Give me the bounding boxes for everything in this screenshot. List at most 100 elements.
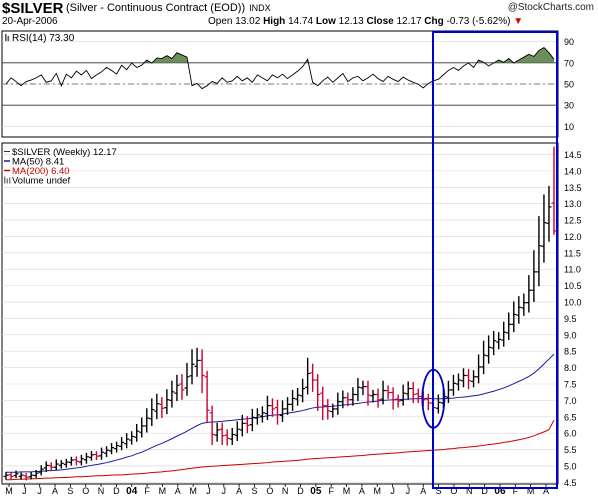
ohlc-bar-up bbox=[63, 458, 69, 468]
quote-date: 20-Apr-2006 bbox=[2, 16, 58, 27]
ohlc-bar-up bbox=[214, 422, 220, 442]
x-tick-label: 06 bbox=[494, 486, 506, 497]
x-tick-label: D bbox=[113, 486, 120, 496]
ohlc-bar-up bbox=[481, 340, 487, 375]
price-tick-label: 7.5 bbox=[564, 379, 577, 389]
ohlc-bar-up bbox=[18, 472, 24, 480]
ohlc-bar-up bbox=[290, 389, 296, 411]
x-tick-label: D bbox=[297, 486, 304, 496]
ohlc-bar-up bbox=[295, 387, 301, 406]
high-label: High bbox=[263, 16, 286, 27]
price-tick-label: 5.5 bbox=[564, 445, 577, 455]
ohlc-bar-down bbox=[466, 368, 472, 390]
ohlc-bar-down bbox=[410, 382, 416, 404]
volume-legend-icon bbox=[9, 177, 11, 184]
ohlc-bar-up bbox=[536, 216, 542, 287]
ohlc-bar-up bbox=[511, 301, 517, 333]
ohlc-bar-down bbox=[375, 388, 381, 408]
x-tick-label: D bbox=[481, 486, 488, 496]
price-tick-label: 12.5 bbox=[564, 216, 582, 226]
ohlc-bar-up bbox=[229, 427, 235, 445]
ohlc-bar-up bbox=[104, 446, 110, 458]
ohlc-bar-up bbox=[43, 461, 49, 472]
ohlc-bar-down bbox=[23, 473, 29, 481]
price-tick-label: 6.5 bbox=[564, 412, 577, 422]
ohlc-bar-up bbox=[370, 389, 376, 403]
x-tick-label: S bbox=[436, 486, 442, 496]
x-tick-label: S bbox=[251, 486, 257, 496]
x-axis: M J J A S O N D 04 F M A M J J A S O N D 05 F M A M J J A S O N D 06 F M A bbox=[5, 484, 549, 497]
x-tick-label: J bbox=[206, 486, 211, 496]
ohlc-bar-down bbox=[415, 388, 421, 404]
x-tick-label: A bbox=[420, 486, 426, 496]
rsi-overbought-fill bbox=[514, 47, 554, 63]
ma200-line bbox=[6, 419, 555, 481]
price-tick-label: 13.0 bbox=[564, 199, 582, 209]
ohlc-bar-down bbox=[224, 429, 230, 446]
volume-legend-icon bbox=[6, 178, 8, 184]
x-tick-label: J bbox=[22, 486, 27, 496]
ohlc-bar-down bbox=[199, 349, 205, 394]
ohlc-bar-up bbox=[264, 395, 270, 421]
ohlc-bar-up bbox=[360, 380, 366, 396]
x-tick-label: N bbox=[282, 486, 289, 496]
x-tick-label: A bbox=[359, 486, 365, 496]
ohlc-bar-up bbox=[184, 363, 190, 396]
ohlc-bar-up bbox=[114, 441, 120, 453]
ohlc-bar-down bbox=[365, 380, 371, 406]
ohlc-bar-up bbox=[476, 354, 482, 384]
high-value: 14.74 bbox=[288, 16, 314, 27]
ohlc-bar-up bbox=[194, 347, 200, 377]
price-panel: 4.5 5.0 5.5 6.0 6.5 7.0 7.5 8.0 8.5 9.0 9.5 10.0 10.… bbox=[1, 142, 582, 488]
brand-text: @StockCharts.com bbox=[507, 2, 594, 13]
ohlc-bar-up bbox=[119, 437, 125, 451]
price-tick-label: 12.0 bbox=[564, 232, 582, 242]
ohlc-bar-up bbox=[58, 460, 64, 469]
ohlc-bar-down bbox=[48, 462, 54, 472]
ohlc-bar-down bbox=[315, 374, 321, 411]
price-tick-label: 14.0 bbox=[564, 166, 582, 176]
close-value: 12.17 bbox=[396, 16, 422, 27]
ohlc-bar-up bbox=[486, 335, 492, 364]
ohlc-bar-up bbox=[134, 423, 140, 442]
ohlc-bar-up bbox=[491, 330, 497, 356]
ohlc-bar-up bbox=[455, 373, 461, 391]
low-value: 12.13 bbox=[338, 16, 364, 27]
x-tick-label: A bbox=[52, 486, 58, 496]
ohlc-bar-down bbox=[219, 422, 225, 445]
x-tick-label: J bbox=[37, 486, 42, 496]
ohlc-bar-down bbox=[73, 456, 79, 466]
rsi-panel: 10 30 50 70 90 RSI(14) 73.30 bbox=[1, 30, 574, 138]
ohlc-bar-up bbox=[300, 378, 306, 403]
ohlc-bar-down bbox=[274, 399, 280, 425]
ohlc-bar-down bbox=[204, 370, 210, 423]
ohlc-bar-up bbox=[506, 312, 512, 341]
x-tick-label: M bbox=[343, 486, 351, 496]
price-tick-label: 8.0 bbox=[564, 363, 577, 373]
price-tick-label: 5.0 bbox=[564, 461, 577, 471]
x-tick-label: F bbox=[513, 486, 519, 496]
ohlc-bar-up bbox=[400, 384, 406, 406]
ohlc-bar-up bbox=[53, 459, 59, 471]
rsi-tick-label: 30 bbox=[564, 101, 574, 111]
x-tick-label: O bbox=[82, 486, 89, 496]
ohlc-bar-up bbox=[355, 378, 361, 402]
x-tick-label: M bbox=[373, 486, 381, 496]
ohlc-bar-down bbox=[425, 393, 431, 411]
ohlc-bar-down bbox=[395, 394, 401, 408]
ohlc-bar-down bbox=[8, 472, 14, 480]
price-tick-label: 14.5 bbox=[564, 150, 582, 160]
x-tick-label: O bbox=[450, 486, 457, 496]
annotations bbox=[421, 31, 558, 489]
price-tick-label: 7.0 bbox=[564, 396, 577, 406]
price-tick-label: 9.5 bbox=[564, 314, 577, 324]
ohlc-bar-up bbox=[471, 370, 477, 388]
rsi-line bbox=[5, 46, 555, 90]
ohlc-bar-up bbox=[335, 392, 341, 415]
ohlc-bar-up bbox=[189, 349, 195, 385]
x-tick-label: M bbox=[5, 486, 13, 496]
close-label: Close bbox=[366, 16, 394, 27]
ohlc-bar-up bbox=[169, 380, 175, 408]
x-tick-label: N bbox=[466, 486, 473, 496]
ohlc-bar-up bbox=[259, 406, 265, 423]
